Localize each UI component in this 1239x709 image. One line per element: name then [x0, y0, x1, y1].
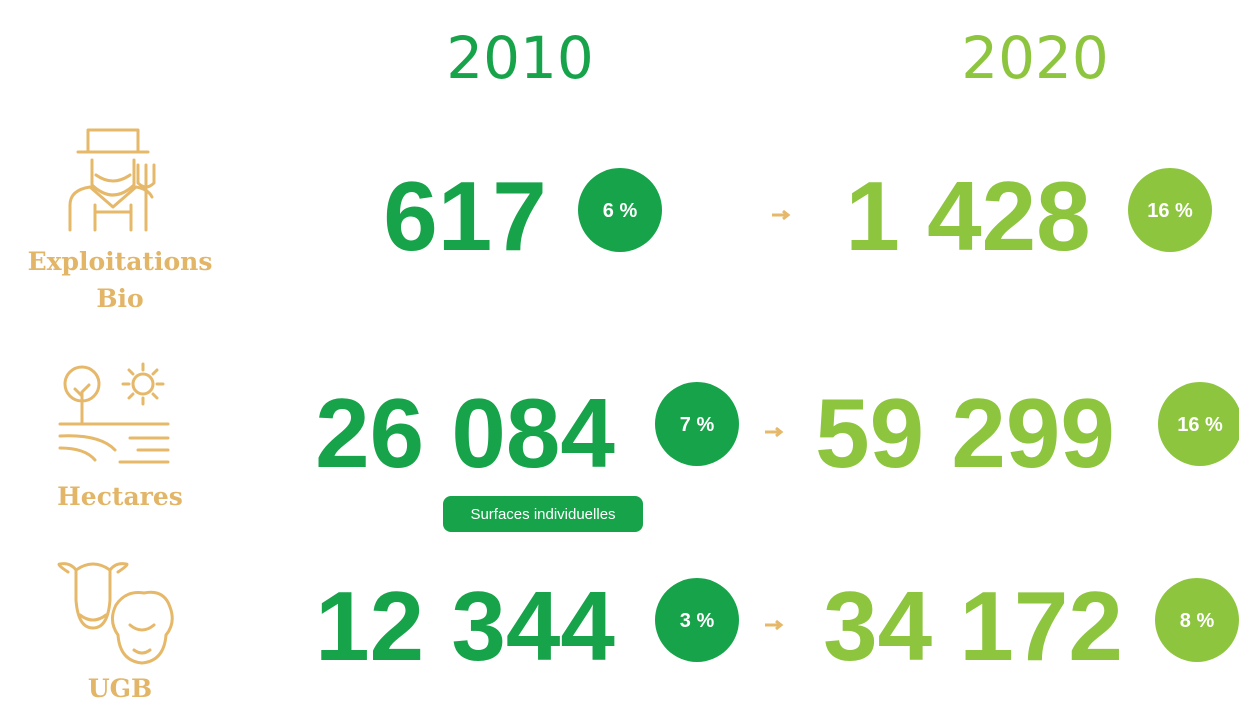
row-label: UGB	[88, 674, 152, 703]
value-2020: 34 172	[823, 571, 1123, 681]
row-label: Bio	[96, 284, 143, 313]
arrow	[772, 209, 791, 221]
share-2010: 3 %	[680, 610, 715, 632]
value-2010: 12 344	[315, 571, 615, 681]
share-badge	[1155, 578, 1239, 662]
note-tag	[443, 496, 643, 532]
share-2020: 8 %	[1180, 610, 1215, 632]
share-2010: 6 %	[603, 200, 638, 222]
arrow	[765, 619, 784, 631]
year-header: 2020	[961, 24, 1109, 92]
row-label: Exploitations	[28, 247, 213, 276]
arrow	[765, 426, 784, 438]
share-badge	[1158, 382, 1239, 466]
share-badge	[578, 168, 662, 252]
share-2020: 16 %	[1147, 200, 1193, 222]
value-2010: 617	[383, 161, 547, 271]
value-2010: 26 084	[315, 378, 615, 488]
share-2010: 7 %	[680, 414, 715, 436]
row-label: Hectares	[57, 482, 183, 511]
value-2020: 1 428	[845, 161, 1090, 271]
note: Surfaces individuelles	[470, 506, 615, 523]
value-2020: 59 299	[815, 378, 1115, 488]
year-header: 2010	[446, 24, 594, 92]
farmer-icon	[68, 128, 156, 232]
livestock-icon	[57, 562, 174, 665]
share-badge	[1128, 168, 1212, 252]
field-icon	[58, 362, 170, 464]
share-badge	[655, 382, 739, 466]
share-2020: 16 %	[1177, 414, 1223, 436]
share-badge	[655, 578, 739, 662]
